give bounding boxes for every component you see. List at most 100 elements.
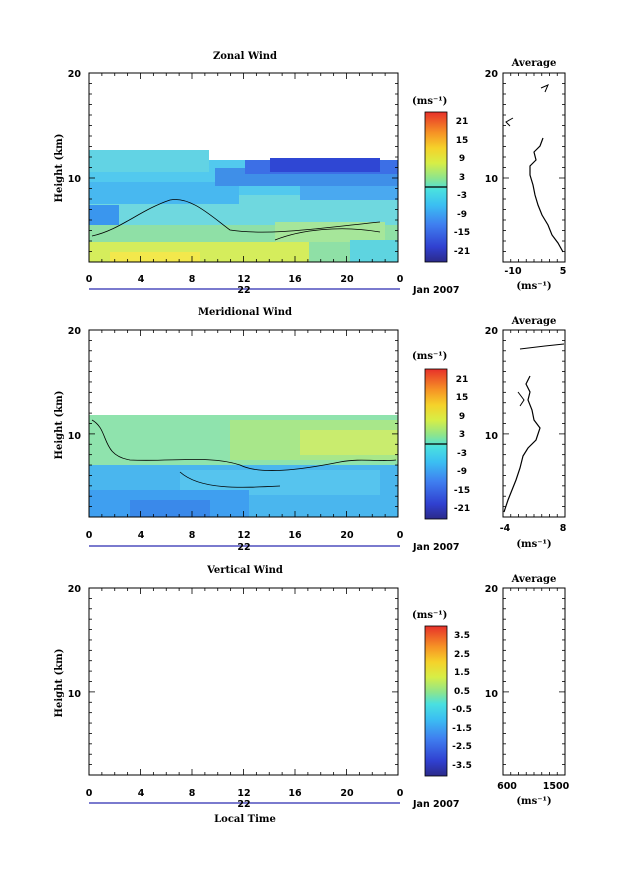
- x-tick-label: 8: [189, 274, 196, 285]
- heatmap-field: [89, 150, 398, 262]
- colorbar-tick-label: -21: [454, 504, 470, 514]
- colorbar-ticks: 21 15 9 3 -3 -9 -15 -21: [454, 117, 470, 257]
- heatmap-field: [89, 415, 398, 517]
- y-axis-label: Height (km): [54, 649, 65, 718]
- y-tick-label: 20: [68, 326, 82, 337]
- colorbar-units: (ms⁻¹): [412, 351, 447, 362]
- day-label: 22: [237, 542, 250, 553]
- x-axis-ticks: 0 4 8 12 16 20 0: [86, 274, 404, 285]
- panel-title: Zonal Wind: [213, 51, 277, 62]
- avg-x-tick-label: 5: [560, 266, 567, 277]
- colorbar-ticks: 3.5 2.5 1.5 0.5 -0.5 -1.5 -2.5 -3.5: [452, 631, 472, 771]
- avg-x-tick-label: 600: [497, 781, 517, 792]
- x-tick-label: 4: [138, 530, 145, 541]
- colorbar-tick-label: 15: [456, 393, 469, 403]
- avg-y-tick-label: 20: [485, 69, 499, 80]
- colorbar-tick-label: 21: [456, 117, 469, 127]
- y-axis-label: Height (km): [54, 134, 65, 203]
- colorbar-tick-label: 15: [456, 136, 469, 146]
- colorbar-units: (ms⁻¹): [412, 96, 447, 107]
- colorbar-tick-label: -1.5: [452, 724, 472, 734]
- x-tick-label: 0: [397, 788, 404, 799]
- colorbar-tick-label: 9: [459, 412, 465, 422]
- x-tick-label: 0: [86, 274, 93, 285]
- avg-y-tick-label: 20: [485, 584, 499, 595]
- y-tick-label: 10: [68, 689, 82, 700]
- plot-frame: [88, 587, 399, 776]
- x-tick-label: 20: [340, 530, 354, 541]
- x-axis-ticks: 0 4 8 12 16 20 0: [86, 788, 404, 799]
- average-title: Average: [511, 58, 557, 69]
- colorbar-tick-label: 9: [459, 154, 465, 164]
- average-title: Average: [511, 316, 557, 327]
- date-label: Jan 2007: [412, 285, 459, 296]
- date-label: Jan 2007: [412, 542, 459, 553]
- average-profile-line: [503, 375, 541, 513]
- average-profile-line: [519, 343, 565, 350]
- colorbar-tick-label: 3: [459, 430, 465, 440]
- avg-y-tick-label: 10: [485, 431, 499, 442]
- colorbar-tick-label: -3: [457, 449, 467, 459]
- colorbar-tick-label: -9: [457, 467, 467, 477]
- colorbar-tick-label: -3: [457, 191, 467, 201]
- x-tick-label: 20: [340, 788, 354, 799]
- x-tick-label: 0: [86, 788, 93, 799]
- colorbar-tick-label: -15: [454, 486, 470, 496]
- average-profile-line: [517, 391, 525, 407]
- colorbar-tick-label: 3.5: [454, 631, 470, 641]
- colorbar-tick-label: 21: [456, 375, 469, 385]
- avg-y-tick-label: 10: [485, 689, 499, 700]
- date-label: Jan 2007: [412, 799, 459, 810]
- x-tick-label: 0: [397, 530, 404, 541]
- x-tick-label: 16: [288, 274, 302, 285]
- x-tick-label: 0: [397, 274, 404, 285]
- average-frame: [502, 587, 566, 776]
- y-axis-ticks: 20 10: [68, 584, 82, 700]
- panel-title: Meridional Wind: [198, 307, 292, 318]
- panel-meridional: Meridional Wind 20 10 Height (km) 0 4 8 …: [54, 307, 567, 553]
- colorbar-tick-label: -2.5: [452, 742, 472, 752]
- avg-x-axis-label: (ms⁻¹): [516, 796, 551, 807]
- x-tick-label: 4: [138, 274, 145, 285]
- day-label: 22: [237, 799, 250, 810]
- x-tick-label: 8: [189, 530, 196, 541]
- y-tick-label: 10: [68, 431, 82, 442]
- avg-y-tick-label: 20: [485, 326, 499, 337]
- colorbar-tick-label: -0.5: [452, 705, 472, 715]
- panel-title: Vertical Wind: [206, 565, 283, 576]
- avg-x-axis-label: (ms⁻¹): [516, 281, 551, 292]
- x-tick-label: 0: [86, 530, 93, 541]
- avg-x-axis-label: (ms⁻¹): [516, 539, 551, 550]
- x-tick-label: 12: [237, 274, 250, 285]
- zero-contour: [91, 419, 397, 488]
- y-tick-label: 20: [68, 584, 82, 595]
- colorbar-tick-label: 1.5: [454, 668, 470, 678]
- day-label: 22: [237, 285, 250, 296]
- avg-x-tick-label: 1500: [543, 781, 570, 792]
- colorbar-tick-label: -21: [454, 247, 470, 257]
- colorbar-tick-label: 3: [459, 173, 465, 183]
- x-tick-label: 16: [288, 788, 302, 799]
- average-profile-line: [529, 137, 564, 253]
- x-tick-label: 12: [237, 788, 250, 799]
- colorbar-tick-label: 0.5: [454, 687, 470, 697]
- colorbar: [424, 625, 448, 777]
- x-axis-label: Local Time: [214, 814, 276, 825]
- average-profile-line: [540, 84, 549, 93]
- x-axis-ticks: 0 4 8 12 16 20 0: [86, 530, 404, 541]
- y-axis-ticks: 20 10: [68, 326, 82, 442]
- colorbar-tick-label: 2.5: [454, 650, 470, 660]
- y-axis-ticks: 20 10: [68, 69, 82, 185]
- avg-x-tick-label: -10: [504, 266, 522, 277]
- x-tick-label: 16: [288, 530, 302, 541]
- x-tick-label: 20: [340, 274, 354, 285]
- avg-x-tick-label: -4: [500, 523, 511, 534]
- average-title: Average: [511, 574, 557, 585]
- avg-y-tick-label: 10: [485, 174, 499, 185]
- average-profile-line: [505, 117, 514, 127]
- colorbar-tick-label: -9: [457, 210, 467, 220]
- avg-x-tick-label: 8: [560, 523, 567, 534]
- x-tick-label: 4: [138, 788, 145, 799]
- average-frame: [502, 72, 566, 263]
